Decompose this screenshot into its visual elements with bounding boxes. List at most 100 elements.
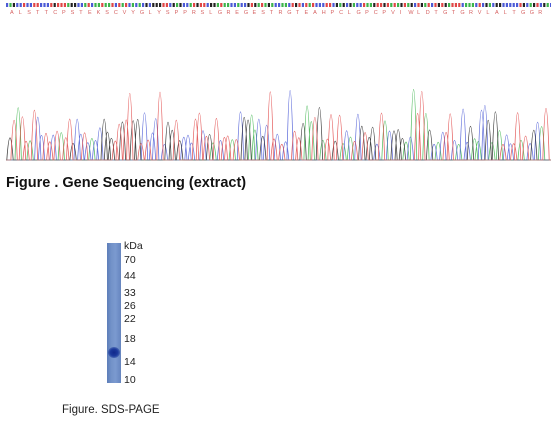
nucleotide-tick <box>373 3 376 7</box>
nucleotide-tick <box>482 3 485 7</box>
nucleotide-tick <box>179 3 182 7</box>
nucleotide-tick <box>70 3 73 7</box>
nucleotide-tick <box>60 3 63 7</box>
nucleotide-tick <box>308 3 311 7</box>
nucleotide-tick <box>342 3 345 7</box>
amino-acid: E <box>88 10 92 16</box>
amino-acid: D <box>426 10 430 16</box>
nucleotide-tick <box>298 3 301 7</box>
nucleotide-tick <box>12 3 15 7</box>
nucleotide-tick <box>50 3 53 7</box>
amino-acid: G <box>530 10 534 16</box>
nucleotide-tick <box>104 3 107 7</box>
nucleotide-tick <box>281 3 284 7</box>
nucleotide-tick <box>393 3 396 7</box>
amino-acid: P <box>62 10 66 16</box>
nucleotide-tick <box>94 3 97 7</box>
amino-acid: P <box>365 10 369 16</box>
nucleotide-tick <box>441 3 444 7</box>
amino-acid: L <box>19 10 22 16</box>
nucleotide-tick <box>220 3 223 7</box>
nucleotide-tick <box>424 3 427 7</box>
nucleotide-tick <box>284 3 287 7</box>
nucleotide-tick <box>230 3 233 7</box>
nucleotide-tick <box>546 3 549 7</box>
nucleotide-tick <box>488 3 491 7</box>
nucleotide-tick <box>526 3 529 7</box>
nucleotide-tick <box>121 3 124 7</box>
nucleotide-tick <box>74 3 77 7</box>
nucleotide-tick <box>278 3 281 7</box>
nucleotide-tick <box>131 3 134 7</box>
nucleotide-tick <box>240 3 243 7</box>
amino-acid: L <box>209 10 212 16</box>
amino-acid: V <box>391 10 395 16</box>
marker-unit-label: kDa <box>124 240 143 252</box>
amino-acid: A <box>10 10 14 16</box>
amino-acid: L <box>417 10 420 16</box>
nucleotide-tick <box>216 3 219 7</box>
nucleotide-tick <box>471 3 474 7</box>
nucleotide-tick <box>250 3 253 7</box>
marker-26: 26 <box>124 300 136 312</box>
nucleotide-tick <box>352 3 355 7</box>
amino-acid: R <box>538 10 542 16</box>
nucleotide-tick <box>461 3 464 7</box>
amino-acid: S <box>201 10 205 16</box>
nucleotide-tick <box>6 3 9 7</box>
amino-acid: C <box>53 10 57 16</box>
amino-acid: E <box>235 10 239 16</box>
nucleotide-tick <box>359 3 362 7</box>
nucleotide-tick <box>295 3 298 7</box>
nucleotide-tick <box>376 3 379 7</box>
nucleotide-tick <box>512 3 515 7</box>
nucleotide-tick <box>363 3 366 7</box>
amino-acid: I <box>400 10 402 16</box>
amino-acid: T <box>512 10 516 16</box>
nucleotide-tick <box>254 3 257 7</box>
nucleotide-tick <box>533 3 536 7</box>
nucleotide-tick <box>407 3 410 7</box>
nucleotide-tick <box>159 3 162 7</box>
nucleotide-tick <box>80 3 83 7</box>
amino-acid: L <box>149 10 152 16</box>
gel-caption: Figure. SDS-PAGE <box>62 404 160 416</box>
nucleotide-tick <box>111 3 114 7</box>
nucleotide-tick <box>186 3 189 7</box>
amino-acid: W <box>408 10 414 16</box>
nucleotide-tick <box>318 3 321 7</box>
nucleotide-tick <box>118 3 121 7</box>
amino-acid: T <box>45 10 49 16</box>
nucleotide-tick <box>169 3 172 7</box>
nucleotide-tick <box>227 3 230 7</box>
nucleotide-tick <box>454 3 457 7</box>
nucleotide-tick <box>403 3 406 7</box>
nucleotide-tick <box>325 3 328 7</box>
nucleotide-tick <box>196 3 199 7</box>
nucleotide-tick <box>84 3 87 7</box>
nucleotide-tick <box>349 3 352 7</box>
nucleotide-tick <box>26 3 29 7</box>
nucleotide-tick <box>63 3 66 7</box>
amino-acid: T <box>452 10 456 16</box>
nucleotide-tick <box>458 3 461 7</box>
amino-acid: S <box>166 10 170 16</box>
amino-acid: G <box>357 10 361 16</box>
marker-18: 18 <box>124 333 136 345</box>
nucleotide-tick <box>369 3 372 7</box>
trace-c <box>6 90 551 161</box>
nucleotide-tick <box>475 3 478 7</box>
nucleotide-tick <box>301 3 304 7</box>
marker-70: 70 <box>124 254 136 266</box>
nucleotide-tick <box>288 3 291 7</box>
nucleotide-tick <box>332 3 335 7</box>
nucleotide-tick <box>271 3 274 7</box>
nucleotide-tick <box>305 3 308 7</box>
nucleotide-tick <box>43 3 46 7</box>
nucleotide-tick <box>114 3 117 7</box>
nucleotide-tick <box>233 3 236 7</box>
amino-acid: Y <box>131 10 135 16</box>
amino-acid: G <box>521 10 525 16</box>
nucleotide-tick <box>165 3 168 7</box>
